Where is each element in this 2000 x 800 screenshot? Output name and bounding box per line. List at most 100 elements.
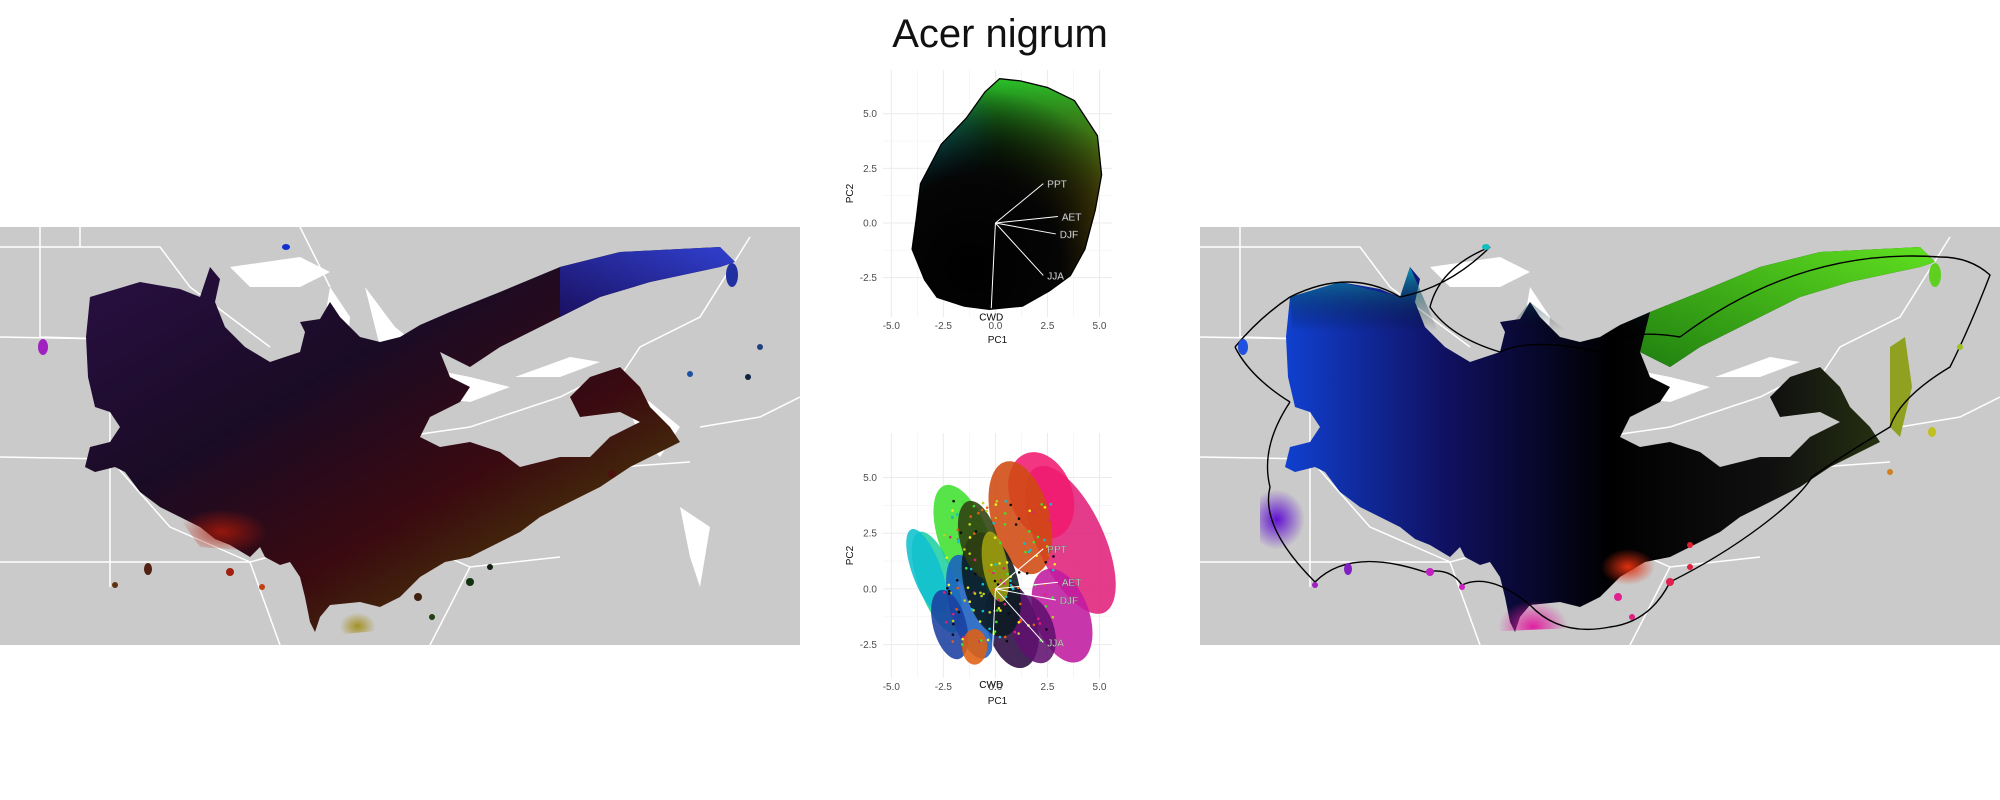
loading-label-ppt: PPT bbox=[1047, 180, 1066, 191]
scatter-point bbox=[974, 572, 977, 576]
scatter-point bbox=[1043, 538, 1046, 542]
scatter-point bbox=[960, 643, 964, 646]
scatter-point bbox=[1017, 571, 1021, 574]
scatter-point bbox=[1028, 509, 1031, 513]
scatter-point bbox=[979, 591, 982, 595]
scatter-point bbox=[968, 536, 972, 539]
point-cloud bbox=[912, 78, 1102, 310]
scatter-point bbox=[1036, 535, 1040, 539]
x-tick-label: -2.5 bbox=[935, 321, 953, 332]
scatter-point bbox=[1043, 593, 1047, 597]
y-tick-label: 2.5 bbox=[863, 164, 877, 175]
loading-vector bbox=[995, 222, 1056, 235]
loading-vector bbox=[995, 222, 1044, 276]
scatter-point bbox=[1043, 506, 1047, 509]
loading-vector bbox=[995, 588, 1056, 601]
scatter-point bbox=[998, 562, 1001, 565]
loading-vectors: PPT AET DJF JJA CWD bbox=[979, 179, 1081, 323]
scatter-point bbox=[943, 533, 946, 537]
x-tick-label: 2.5 bbox=[1041, 682, 1055, 693]
loading-vector bbox=[995, 183, 1044, 224]
scatter-point bbox=[946, 586, 949, 590]
scatter-point bbox=[951, 640, 955, 643]
scatter-point bbox=[988, 569, 991, 573]
scatter-point bbox=[1025, 572, 1029, 575]
pca-plot-top: PPT AET DJF JJA CWD -5.0 -2.5 0.0 2.5 5.0 -2.5 0.0… bbox=[845, 70, 1112, 346]
scatter-point bbox=[1047, 553, 1051, 557]
scatter-point bbox=[1027, 550, 1031, 554]
scatter-point bbox=[1004, 595, 1008, 599]
scatter-point bbox=[993, 518, 997, 521]
y-tick-label: -2.5 bbox=[860, 273, 878, 284]
scatter-point bbox=[964, 566, 968, 570]
scatter-point bbox=[992, 588, 996, 592]
scatter-point bbox=[980, 594, 983, 598]
scatter-point bbox=[1005, 561, 1009, 564]
scatter-point bbox=[955, 513, 959, 516]
scatter-point bbox=[955, 607, 958, 611]
axes: -5.0 -2.5 0.0 2.5 5.0 -2.5 0.0 2.5 5.0 PC1 PC2 bbox=[845, 109, 1107, 346]
range-red-patch bbox=[150, 467, 330, 557]
scatter-point bbox=[963, 548, 966, 551]
scatter-point bbox=[985, 506, 989, 509]
right-map bbox=[1200, 227, 2000, 645]
scatter-point bbox=[1007, 612, 1010, 615]
point-cluster bbox=[988, 461, 1053, 575]
scatter-point bbox=[951, 619, 955, 623]
scatter-point bbox=[1013, 630, 1017, 634]
x-tick-label: 0.0 bbox=[988, 321, 1002, 332]
scatter-point bbox=[999, 609, 1002, 612]
scatter-point bbox=[1004, 499, 1008, 503]
loading-label-aet: AET bbox=[1062, 578, 1081, 589]
y-tick-label: 0.0 bbox=[863, 584, 877, 595]
scatter-point bbox=[992, 571, 995, 575]
scatter-point bbox=[988, 610, 992, 614]
scatter-point bbox=[979, 639, 983, 642]
scatter-point bbox=[1045, 628, 1048, 631]
point-clusters bbox=[906, 452, 1116, 669]
scatter-point bbox=[1011, 587, 1015, 591]
loading-vector bbox=[990, 222, 996, 309]
axes: -5.0 -2.5 0.0 2.5 5.0 -2.5 0.0 2.5 5.0 PC1 PC2 bbox=[845, 473, 1107, 707]
species-range-right bbox=[1260, 247, 1935, 632]
scatter-point bbox=[999, 579, 1003, 582]
scatter-point bbox=[982, 592, 985, 596]
point-cluster bbox=[931, 589, 969, 660]
scatter-point bbox=[951, 612, 955, 616]
loading-vector bbox=[995, 548, 1044, 590]
scatter-point bbox=[988, 627, 991, 631]
scatter-point bbox=[972, 504, 976, 508]
scatter-point bbox=[1032, 623, 1036, 627]
scatter-point bbox=[1040, 503, 1043, 506]
loading-label-cwd: CWD bbox=[979, 680, 1003, 691]
scatter-point bbox=[985, 509, 988, 513]
range-ne-band bbox=[560, 247, 735, 317]
scatter-point bbox=[993, 536, 997, 539]
scatter-point bbox=[961, 500, 965, 504]
scatter-point bbox=[978, 620, 982, 623]
scatter-point bbox=[951, 633, 955, 636]
y-tick-label: -2.5 bbox=[860, 640, 878, 651]
scatter-point bbox=[968, 523, 971, 526]
scatter-point bbox=[995, 609, 999, 612]
scatter-point bbox=[996, 583, 1000, 586]
scatter-point bbox=[951, 509, 954, 512]
scatter-point bbox=[1020, 536, 1024, 540]
y-axis-label: PC2 bbox=[845, 183, 856, 203]
scatter-point bbox=[952, 499, 955, 503]
loading-label-aet: AET bbox=[1062, 212, 1081, 223]
scatter-point bbox=[1049, 502, 1053, 506]
scatter-point bbox=[970, 608, 974, 611]
scatter-point bbox=[969, 515, 972, 518]
y-tick-label: 5.0 bbox=[863, 109, 877, 120]
outlier-points bbox=[38, 244, 763, 620]
scatter-point bbox=[1009, 503, 1013, 507]
scatter-point bbox=[981, 582, 985, 586]
scatter-point bbox=[1016, 586, 1020, 590]
scatter-point bbox=[1020, 549, 1023, 553]
scatter-point bbox=[961, 637, 964, 641]
x-tick-label: 2.5 bbox=[1041, 321, 1055, 332]
scatter-point bbox=[1017, 517, 1021, 520]
scatter-point bbox=[994, 563, 997, 566]
x-tick-label: -5.0 bbox=[883, 682, 901, 693]
